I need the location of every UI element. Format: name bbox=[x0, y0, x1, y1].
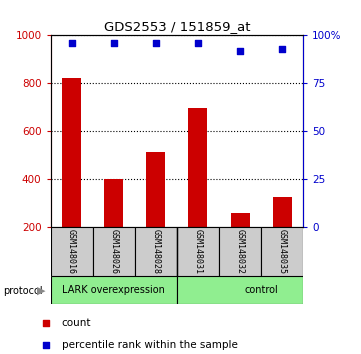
Bar bbox=[177, 276, 303, 304]
Bar bbox=[177, 227, 219, 276]
Bar bbox=[261, 227, 303, 276]
Text: ▶: ▶ bbox=[36, 286, 45, 296]
Text: GSM148035: GSM148035 bbox=[278, 229, 287, 274]
Bar bbox=[273, 197, 292, 227]
Text: LARK overexpression: LARK overexpression bbox=[62, 285, 165, 295]
Point bbox=[43, 342, 48, 348]
Bar bbox=[146, 153, 165, 227]
Text: GSM148031: GSM148031 bbox=[193, 229, 203, 274]
Bar bbox=[135, 227, 177, 276]
Point bbox=[111, 40, 117, 46]
Text: control: control bbox=[244, 285, 278, 295]
Point bbox=[153, 40, 159, 46]
Bar bbox=[104, 179, 123, 227]
Bar bbox=[231, 213, 249, 227]
Bar bbox=[219, 227, 261, 276]
Bar bbox=[188, 108, 208, 227]
Bar bbox=[62, 79, 81, 227]
Bar bbox=[51, 227, 93, 276]
Title: GDS2553 / 151859_at: GDS2553 / 151859_at bbox=[104, 20, 250, 33]
Text: count: count bbox=[61, 318, 91, 329]
Bar bbox=[93, 227, 135, 276]
Text: percentile rank within the sample: percentile rank within the sample bbox=[61, 339, 238, 350]
Point bbox=[69, 40, 74, 46]
Text: protocol: protocol bbox=[4, 286, 43, 296]
Text: GSM148016: GSM148016 bbox=[67, 229, 76, 274]
Text: GSM148032: GSM148032 bbox=[236, 229, 244, 274]
Point bbox=[43, 321, 48, 326]
Bar bbox=[51, 276, 177, 304]
Point bbox=[279, 46, 285, 52]
Point bbox=[237, 48, 243, 53]
Text: GSM148028: GSM148028 bbox=[151, 229, 160, 274]
Text: GSM148026: GSM148026 bbox=[109, 229, 118, 274]
Point bbox=[195, 40, 201, 46]
